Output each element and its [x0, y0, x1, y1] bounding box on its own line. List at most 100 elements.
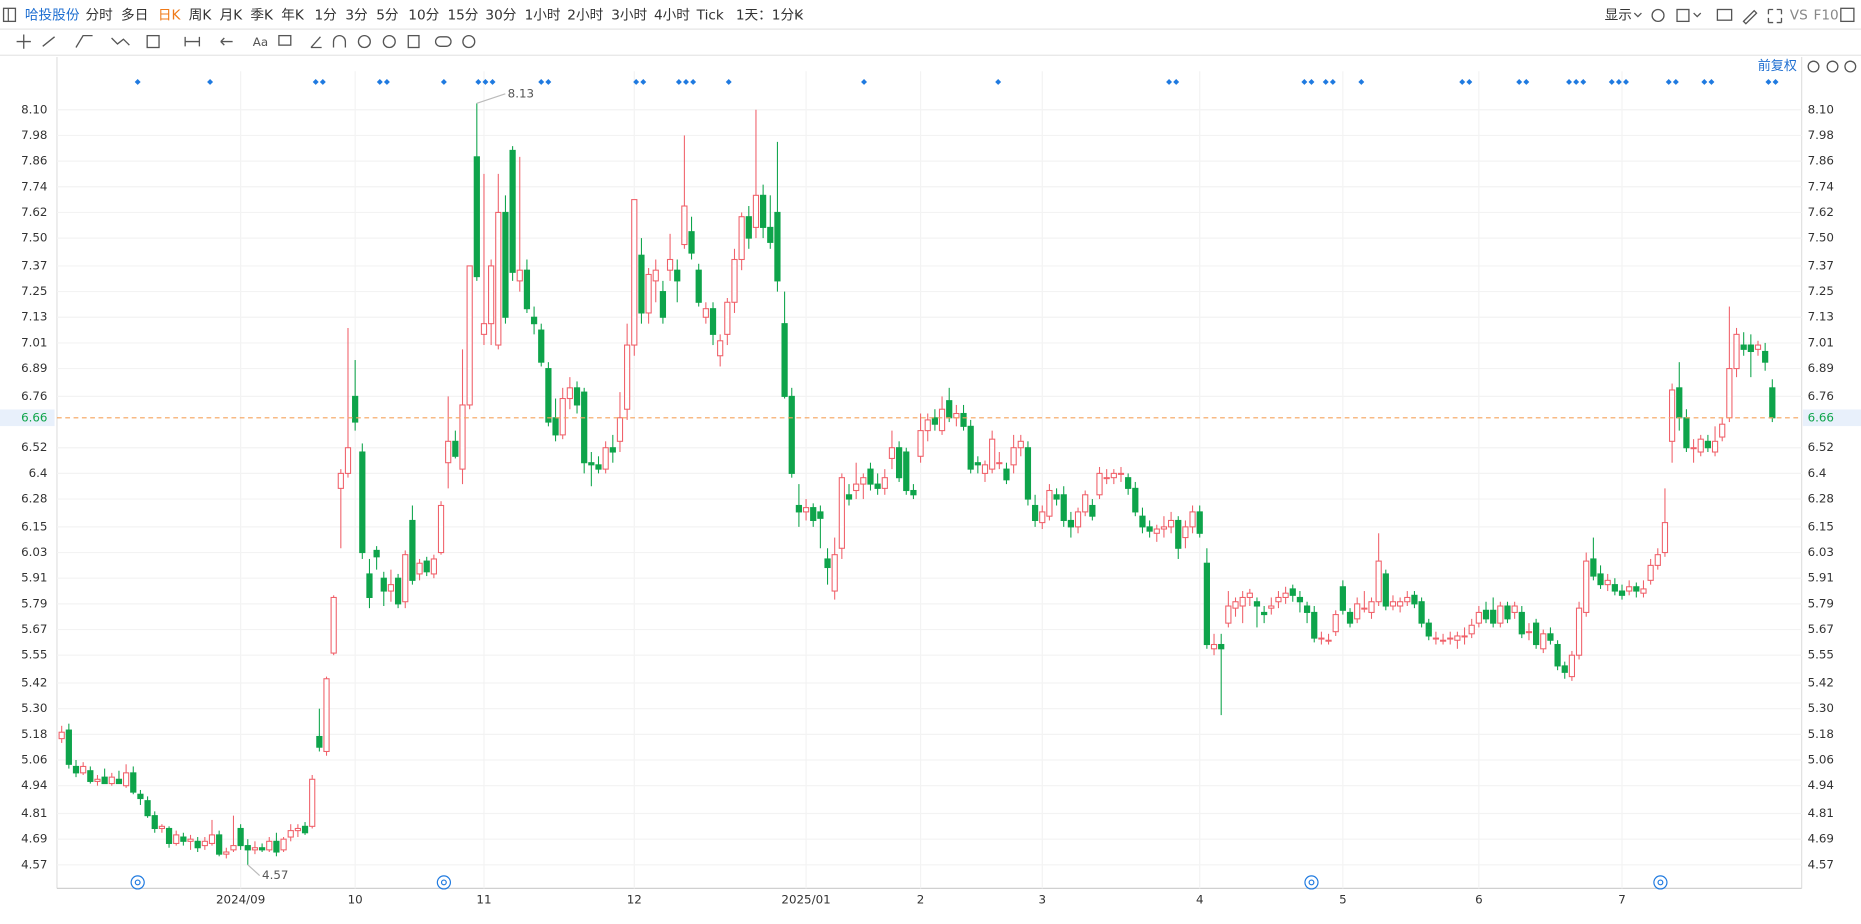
y-tick-label: 5.42: [21, 676, 47, 690]
y-tick-label-right: 6.89: [1808, 361, 1834, 375]
candle-body: [659, 291, 667, 318]
wave-tool[interactable]: [111, 37, 130, 46]
layout-icon[interactable]: [1676, 8, 1690, 23]
candle-body: [1196, 511, 1203, 534]
period-tab[interactable]: 3小时: [611, 7, 647, 23]
y-tick-label: 7.01: [21, 335, 47, 349]
candle-body: [309, 778, 316, 827]
display-menu[interactable]: 显示: [1605, 7, 1632, 23]
candle-body: [337, 472, 344, 489]
y-tick-label-right: 6.76: [1808, 389, 1834, 403]
hide-tool[interactable]: [382, 34, 396, 49]
period-tab[interactable]: 4小时: [654, 7, 690, 23]
period-tab[interactable]: 2小时: [567, 7, 603, 23]
candle-body: [72, 765, 80, 774]
candle-body: [1089, 504, 1096, 517]
period-tab[interactable]: 1分: [315, 7, 338, 23]
period-tab[interactable]: 15分: [447, 7, 478, 23]
period-tab[interactable]: 30分: [485, 7, 516, 23]
fib-tool[interactable]: [146, 34, 160, 49]
text-tool[interactable]: Aa: [253, 35, 268, 49]
eye-tool[interactable]: [357, 34, 371, 49]
move-tool[interactable]: [16, 34, 31, 49]
period-tab[interactable]: 日K: [158, 7, 182, 23]
candle-body: [631, 199, 638, 346]
stock-name[interactable]: 哈投股份: [25, 7, 80, 23]
period-tab[interactable]: 周K: [189, 7, 213, 23]
zoom-out-icon[interactable]: [1826, 60, 1839, 73]
y-tick-label: 7.74: [21, 179, 47, 193]
magnet-tool[interactable]: [332, 34, 347, 48]
candle-body: [516, 269, 523, 282]
settings-icon[interactable]: [1651, 8, 1665, 23]
x-tick-label: 11: [476, 893, 491, 907]
candle-body: [681, 205, 688, 246]
vs-button[interactable]: VS: [1790, 7, 1808, 23]
candle-body: [194, 840, 201, 849]
period-tab[interactable]: 月K: [220, 7, 244, 23]
candle-body: [895, 447, 903, 479]
candle-body: [1024, 447, 1032, 500]
candle-body: [1325, 639, 1332, 642]
candle-body: [559, 397, 566, 436]
note-tool[interactable]: [278, 34, 292, 46]
period-tab[interactable]: 年K: [281, 7, 305, 23]
channel-tool[interactable]: [75, 34, 93, 48]
period-tab[interactable]: 1小时: [525, 7, 561, 23]
candle-body: [1540, 633, 1547, 650]
y-tick-label-right: 5.55: [1808, 648, 1834, 662]
candle-body: [316, 735, 323, 748]
candle-body: [1017, 440, 1024, 449]
y-tick-label-right: 5.79: [1808, 596, 1834, 610]
candle-body: [1096, 472, 1103, 496]
event-badge[interactable]: [436, 875, 452, 890]
fullscreen-icon[interactable]: [1767, 8, 1783, 24]
plot-area: 8.10 8.10 7.98 7.98 7.86 7.86 7.74 7.74 7.62 7.62…: [0, 57, 1861, 907]
y-tick-label-right: 6.28: [1808, 492, 1834, 506]
candle-body: [1110, 472, 1117, 479]
candle-body: [1726, 368, 1733, 419]
angle-tool[interactable]: [310, 36, 322, 49]
candle-body: [380, 577, 387, 592]
candle-body: [602, 447, 609, 470]
f10-button[interactable]: F10: [1814, 7, 1839, 23]
range-selector[interactable]: 1天：1分K: [736, 7, 804, 23]
event-badge[interactable]: [1304, 875, 1319, 890]
period-tab[interactable]: Tick: [696, 7, 724, 23]
sidebar-toggle[interactable]: [2, 7, 17, 23]
candle-body: [1762, 350, 1769, 363]
config-tool[interactable]: [462, 34, 476, 49]
candle-body: [903, 451, 910, 492]
y-tick-label-right: 5.06: [1808, 753, 1834, 767]
line-tool[interactable]: [42, 36, 56, 47]
candle-body: [1139, 515, 1146, 528]
zoom-in-icon[interactable]: [1844, 60, 1857, 73]
period-tab[interactable]: 分时: [85, 7, 113, 23]
range-tool[interactable]: [184, 36, 201, 47]
panel-toggle[interactable]: [1840, 7, 1855, 23]
candle-body: [216, 834, 223, 855]
period-tab[interactable]: 季K: [250, 7, 274, 23]
period-tab[interactable]: 5分: [376, 7, 399, 23]
period-tab[interactable]: 10分: [408, 7, 439, 23]
y-tick-label-right: 7.62: [1808, 205, 1834, 219]
reset-icon[interactable]: [1807, 60, 1820, 73]
y-tick-label: 5.18: [21, 727, 47, 741]
pen-icon[interactable]: [1742, 9, 1758, 25]
camera-icon[interactable]: [1716, 8, 1733, 21]
candle-body: [1182, 526, 1189, 539]
candle-body: [989, 438, 996, 470]
period-tab[interactable]: 多日: [121, 6, 148, 23]
link-tool[interactable]: [434, 36, 452, 47]
delete-tool[interactable]: [407, 34, 420, 49]
candle-body: [1389, 601, 1397, 607]
adjust-mode[interactable]: 前复权: [1758, 58, 1797, 74]
arrow-tool[interactable]: [220, 37, 233, 46]
y-tick-label: 7.37: [21, 258, 47, 272]
event-badge[interactable]: [130, 875, 145, 890]
y-tick-label: 6.03: [21, 545, 47, 559]
event-marker[interactable]: [545, 78, 552, 85]
event-badge[interactable]: [1653, 875, 1668, 890]
candle-body: [1719, 423, 1726, 438]
period-tab[interactable]: 3分: [345, 7, 368, 23]
